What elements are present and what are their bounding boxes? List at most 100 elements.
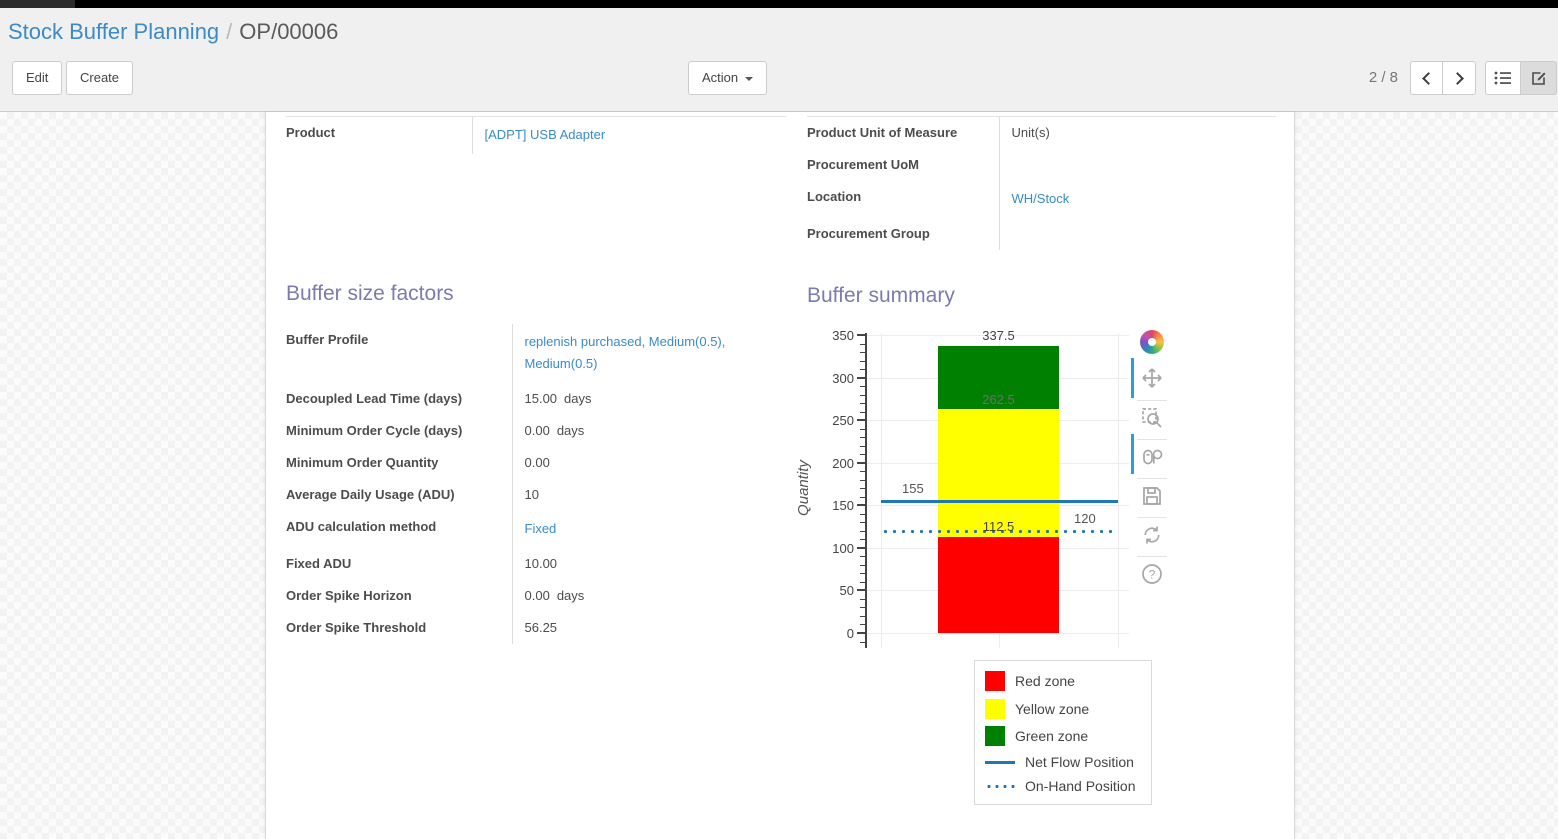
legend-item[interactable]: Net Flow Position bbox=[985, 754, 1151, 770]
y-axis-tick bbox=[857, 461, 866, 464]
y-axis-tick-label: 0 bbox=[846, 626, 854, 641]
y-axis-tick bbox=[860, 496, 866, 498]
legend-item[interactable]: Green zone bbox=[985, 726, 1151, 747]
chart-zone-yellow[interactable] bbox=[938, 409, 1059, 538]
field-row: Location WH/Stock bbox=[807, 181, 1276, 218]
y-axis-tick bbox=[857, 376, 866, 379]
y-axis-tick-label: 100 bbox=[832, 540, 854, 556]
y-axis-tick bbox=[860, 641, 866, 643]
y-axis-tick bbox=[860, 343, 866, 345]
y-axis-tick bbox=[860, 598, 866, 600]
zoom-box-icon bbox=[1142, 407, 1162, 428]
field-group-product: Product [ADPT] USB Adapter bbox=[286, 116, 786, 154]
legend-item[interactable]: Red zone bbox=[985, 670, 1151, 691]
field-value-cell: 0.00 bbox=[512, 447, 786, 479]
list-view-button[interactable] bbox=[1485, 61, 1521, 95]
pan-icon bbox=[1142, 368, 1162, 388]
field-unit-suffix: days bbox=[564, 391, 592, 406]
y-axis-tick bbox=[860, 564, 866, 566]
y-axis-tick bbox=[857, 334, 866, 336]
chevron-left-icon bbox=[1421, 71, 1435, 85]
y-axis-tick bbox=[860, 624, 866, 626]
y-axis-tick-label: 200 bbox=[832, 455, 854, 471]
save-button[interactable] bbox=[1137, 478, 1167, 509]
field-label: Buffer Profile bbox=[286, 324, 513, 383]
field-value: 15.00 bbox=[524, 391, 558, 406]
field-value-cell: 0.00 days bbox=[512, 415, 786, 447]
y-axis-tick-label: 250 bbox=[832, 413, 854, 429]
field-row: Product Unit of Measure Unit(s) bbox=[807, 116, 1276, 149]
y-axis-tick bbox=[860, 539, 866, 541]
pager-previous-button[interactable] bbox=[1410, 61, 1443, 95]
field-value: 56.25 bbox=[524, 620, 558, 635]
modebar-active-indicator bbox=[1131, 434, 1134, 474]
field-label: Product Unit of Measure bbox=[807, 116, 1000, 149]
y-axis-tick bbox=[860, 581, 866, 583]
buffer-summary-chart-plot-area[interactable]: Quantity 0 50 100 150 200 250 300 350 155 120 337.… bbox=[795, 328, 1129, 648]
field-label: ADU calculation method bbox=[286, 511, 513, 548]
create-button[interactable]: Create bbox=[66, 61, 134, 95]
list-icon bbox=[1494, 71, 1511, 85]
form-view-button[interactable] bbox=[1521, 61, 1557, 95]
field-value: 0.00 bbox=[524, 423, 550, 438]
field-label: Minimum Order Quantity bbox=[286, 447, 513, 479]
legend-item[interactable]: On-Hand Position bbox=[985, 778, 1151, 794]
y-axis-tick bbox=[860, 360, 866, 362]
y-axis-tick bbox=[860, 386, 866, 388]
form-edit-icon bbox=[1531, 72, 1545, 85]
field-value-link[interactable]: replenish purchased, Medium(0.5), Medium… bbox=[524, 334, 726, 371]
action-dropdown-button[interactable]: Action bbox=[688, 61, 768, 95]
field-value-link[interactable]: WH/Stock bbox=[1011, 191, 1070, 206]
plotly-logo-button[interactable] bbox=[1137, 328, 1167, 356]
view-switcher bbox=[1485, 61, 1557, 95]
field-row: Decoupled Lead Time (days) 15.00 days bbox=[286, 383, 786, 415]
section-title-buffer-summary: Buffer summary bbox=[807, 284, 955, 307]
chart-zone-red[interactable] bbox=[938, 537, 1059, 633]
field-value-link[interactable]: [ADPT] USB Adapter bbox=[484, 127, 606, 142]
y-axis-tick bbox=[860, 352, 866, 354]
field-value-cell: 15.00 days bbox=[512, 383, 786, 415]
y-axis-tick bbox=[860, 615, 866, 617]
field-label: Procurement Group bbox=[807, 218, 1000, 250]
hover-compare-button[interactable] bbox=[1131, 434, 1167, 474]
reset-axes-button[interactable] bbox=[1137, 517, 1167, 548]
y-axis-tick bbox=[860, 454, 866, 456]
pager-value[interactable]: 2 / 8 bbox=[1368, 69, 1398, 86]
edit-button[interactable]: Edit bbox=[12, 61, 63, 95]
help-button[interactable]: ? bbox=[1137, 556, 1167, 587]
zoom-box-button[interactable] bbox=[1137, 400, 1167, 431]
field-group-measure: Product Unit of Measure Unit(s) Procuremen… bbox=[807, 116, 1276, 250]
field-row: Minimum Order Quantity 0.00 bbox=[286, 447, 786, 479]
field-label: Product bbox=[286, 116, 473, 154]
pager-next-button[interactable] bbox=[1443, 61, 1476, 95]
y-axis-tick bbox=[857, 419, 866, 422]
on-hand-position-line bbox=[881, 529, 1118, 533]
field-label: Procurement UoM bbox=[807, 149, 1000, 181]
field-row: Product [ADPT] USB Adapter bbox=[286, 116, 786, 154]
legend-label: Yellow zone bbox=[1015, 700, 1090, 717]
bar-value-label: 337.5 bbox=[982, 327, 1015, 343]
legend-label: Net Flow Position bbox=[1025, 754, 1134, 771]
chevron-right-icon bbox=[1451, 71, 1464, 85]
field-row: Order Spike Horizon 0.00 days bbox=[286, 580, 786, 612]
y-axis-tick bbox=[860, 445, 866, 447]
field-value-link[interactable]: Fixed bbox=[524, 521, 557, 536]
net-flow-position-line bbox=[881, 500, 1118, 504]
field-value: 0.00 bbox=[524, 588, 550, 603]
field-label: Fixed ADU bbox=[286, 548, 513, 580]
top-menu-strip-segment bbox=[0, 0, 75, 8]
y-axis-tick-label: 300 bbox=[832, 370, 854, 386]
field-value: 10.00 bbox=[524, 556, 558, 571]
breadcrumb-parent-link[interactable]: Stock Buffer Planning bbox=[8, 19, 220, 44]
legend-item[interactable]: Yellow zone bbox=[985, 698, 1151, 719]
field-row: Order Spike Threshold 56.25 bbox=[286, 612, 786, 644]
y-axis-tick bbox=[860, 530, 866, 532]
chart-zone-green[interactable] bbox=[938, 345, 1059, 410]
y-axis-tick bbox=[857, 546, 866, 549]
field-value-cell: 10 bbox=[512, 479, 786, 511]
field-label: Location bbox=[807, 181, 1000, 218]
y-axis-tick bbox=[857, 504, 866, 507]
field-unit-suffix: days bbox=[556, 588, 585, 603]
on-hand-position-label: 120 bbox=[1074, 510, 1096, 526]
pan-button[interactable] bbox=[1131, 358, 1167, 398]
